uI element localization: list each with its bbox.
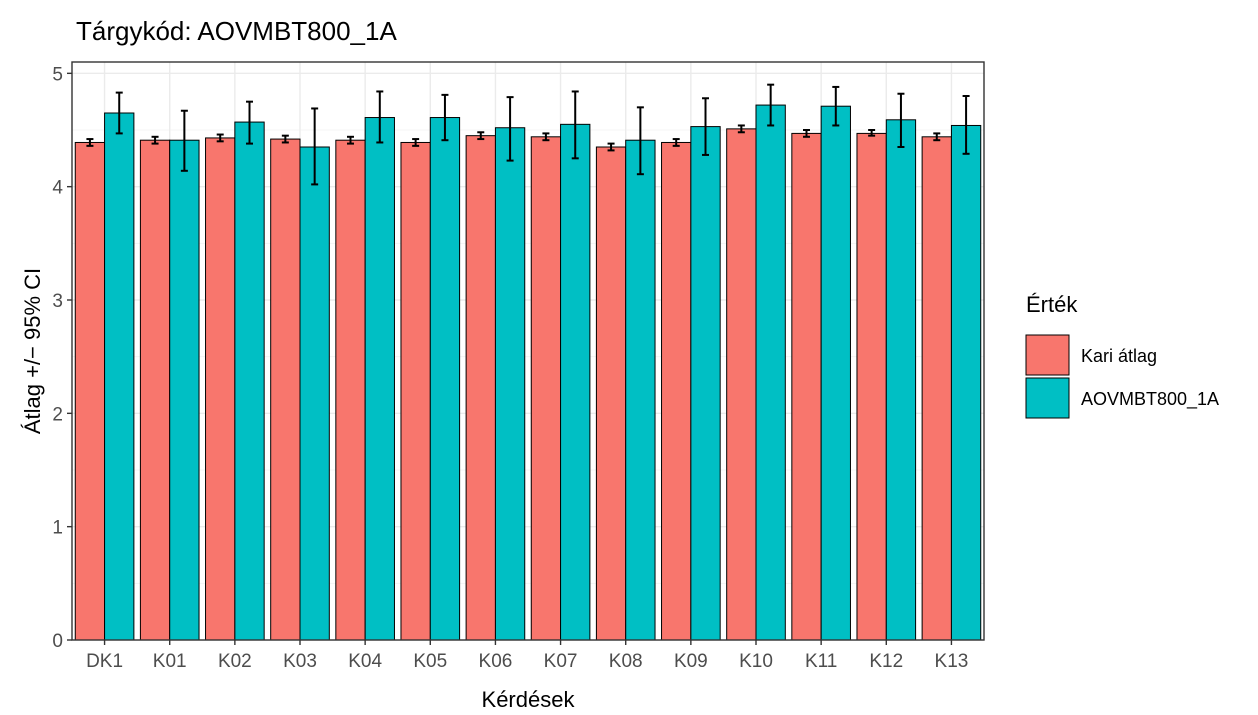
bar-kari-k13	[921, 136, 952, 641]
bar-course-k09	[690, 126, 721, 641]
bar-kari-k11	[791, 132, 822, 641]
bar-kari-k05	[400, 141, 431, 641]
legend-key-1	[1025, 377, 1070, 419]
x-tick-label: DK1	[86, 651, 123, 672]
bar-kari-k04	[335, 139, 366, 641]
y-axis-title: Átlag +/− 95% CI	[20, 268, 45, 434]
plot-panel-border	[71, 61, 985, 641]
x-tick-label: K13	[935, 651, 969, 672]
bar-kari-k07	[530, 136, 562, 641]
chart-title: Tárgykód: AOVMBT800_1A	[76, 16, 397, 46]
x-tick-label: K08	[609, 651, 643, 672]
bar-kari-k02	[205, 137, 236, 641]
bar-kari-k06	[465, 135, 496, 641]
bar-kari-k01	[139, 139, 171, 641]
y-tick-label: 2	[52, 404, 63, 425]
y-tick-label: 0	[52, 631, 63, 652]
bar-course-k12	[885, 119, 917, 641]
x-tick-label: K06	[479, 651, 513, 672]
bar-course-k08	[625, 139, 656, 641]
legend-label-1: AOVMBT800_1A	[1081, 389, 1219, 410]
bar-kari-k08	[595, 146, 627, 641]
bar-course-k01	[169, 139, 200, 641]
y-tick-label: 3	[52, 291, 63, 312]
bar-course-k11	[820, 105, 851, 641]
legend-key-0	[1025, 334, 1070, 376]
y-tick-label: 1	[52, 518, 63, 539]
x-tick-label: K04	[348, 651, 382, 672]
bar-course-k03	[299, 146, 330, 641]
x-tick-label: K07	[544, 651, 578, 672]
legend-title: Érték	[1026, 292, 1078, 317]
bar-kari-k10	[726, 128, 757, 641]
legend-label-0: Kari átlag	[1081, 346, 1157, 366]
bar-course-k05	[429, 117, 461, 641]
x-tick-label: K05	[413, 651, 447, 672]
x-tick-label: K10	[739, 651, 773, 672]
bar-course-k02	[234, 121, 265, 641]
x-tick-label: K01	[153, 651, 187, 672]
x-tick-label: K09	[674, 651, 708, 672]
bar-course-k13	[950, 124, 982, 641]
x-tick-label: K03	[283, 651, 317, 672]
bar-kari-k09	[661, 141, 692, 641]
x-axis-title: Kérdések	[482, 687, 576, 712]
bar-course-k04	[364, 117, 395, 641]
x-tick-label: K12	[869, 651, 903, 672]
bar-course-dk1	[104, 112, 135, 641]
bar-course-k07	[560, 123, 591, 641]
y-tick-label: 5	[52, 64, 63, 85]
bar-kari-dk1	[74, 141, 106, 641]
bar-course-k10	[755, 104, 786, 641]
bar-kari-k03	[270, 138, 301, 641]
y-tick-label: 4	[52, 178, 63, 199]
x-tick-label: K11	[805, 651, 837, 672]
x-tick-label: K02	[218, 651, 252, 672]
bar-course-k06	[494, 127, 526, 641]
bar-kari-k12	[856, 132, 887, 641]
